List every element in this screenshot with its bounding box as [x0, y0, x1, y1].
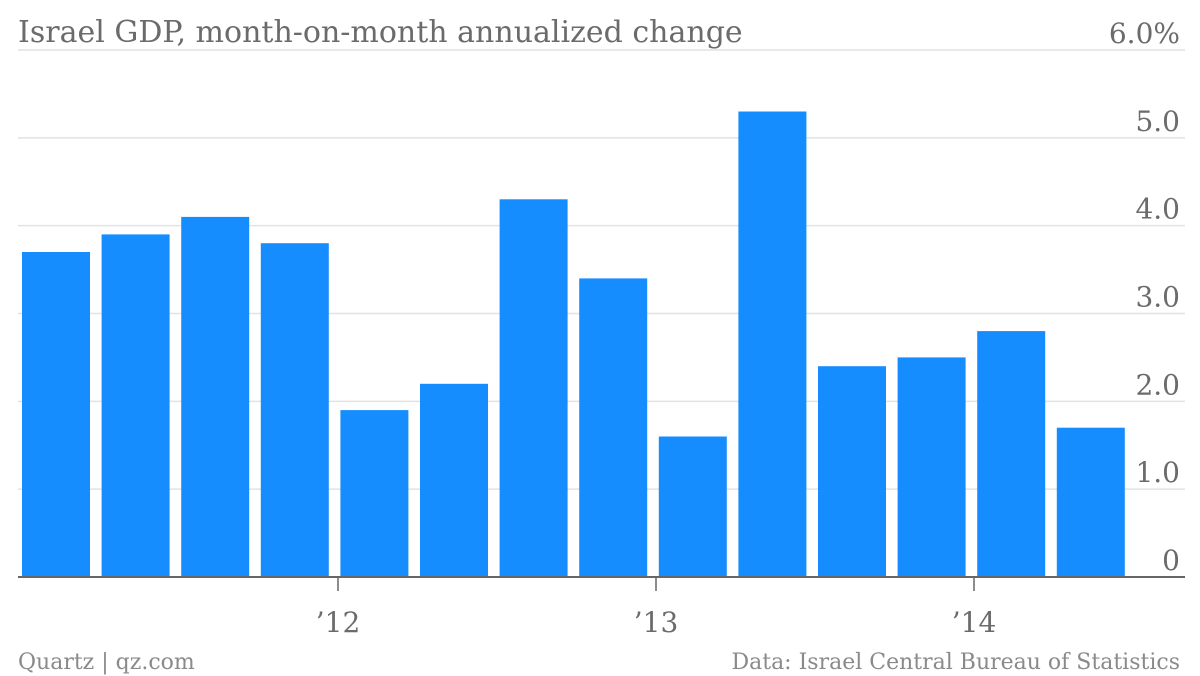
data-source: Data: Israel Central Bureau of Statistic… [731, 650, 1180, 675]
bar [738, 111, 807, 577]
bars [22, 111, 1125, 578]
x-tick-label: ’12 [316, 606, 361, 639]
bar [181, 216, 250, 577]
bar [260, 243, 329, 577]
bar [818, 366, 886, 577]
bar [22, 252, 90, 577]
chart-title: Israel GDP, month-on-month annualized ch… [18, 15, 743, 50]
y-tick-label: 4.0 [1135, 193, 1180, 226]
y-tick-label: 2.0 [1135, 368, 1180, 401]
y-tick-label: 1.0 [1135, 456, 1180, 489]
x-ticks: ’12 ’13 ’14 [316, 577, 997, 639]
bar [1056, 427, 1125, 577]
source-credit: Quartz | qz.com [18, 650, 195, 675]
bar [579, 278, 648, 577]
bar [658, 436, 727, 577]
y-tick-label: 6.0% [1109, 17, 1180, 50]
y-tick-label: 0 [1162, 544, 1180, 577]
bar [499, 199, 568, 578]
x-tick-label: ’14 [952, 606, 997, 639]
bar [420, 383, 488, 577]
y-tick-labels: 0 1.0 2.0 3.0 4.0 5.0 6.0% [1109, 17, 1180, 577]
x-tick-label: ’13 [634, 606, 679, 639]
bar [977, 331, 1046, 577]
bar [897, 357, 966, 577]
bar [340, 410, 409, 577]
y-tick-label: 5.0 [1135, 105, 1180, 138]
y-tick-label: 3.0 [1135, 281, 1180, 314]
bar [101, 234, 170, 577]
